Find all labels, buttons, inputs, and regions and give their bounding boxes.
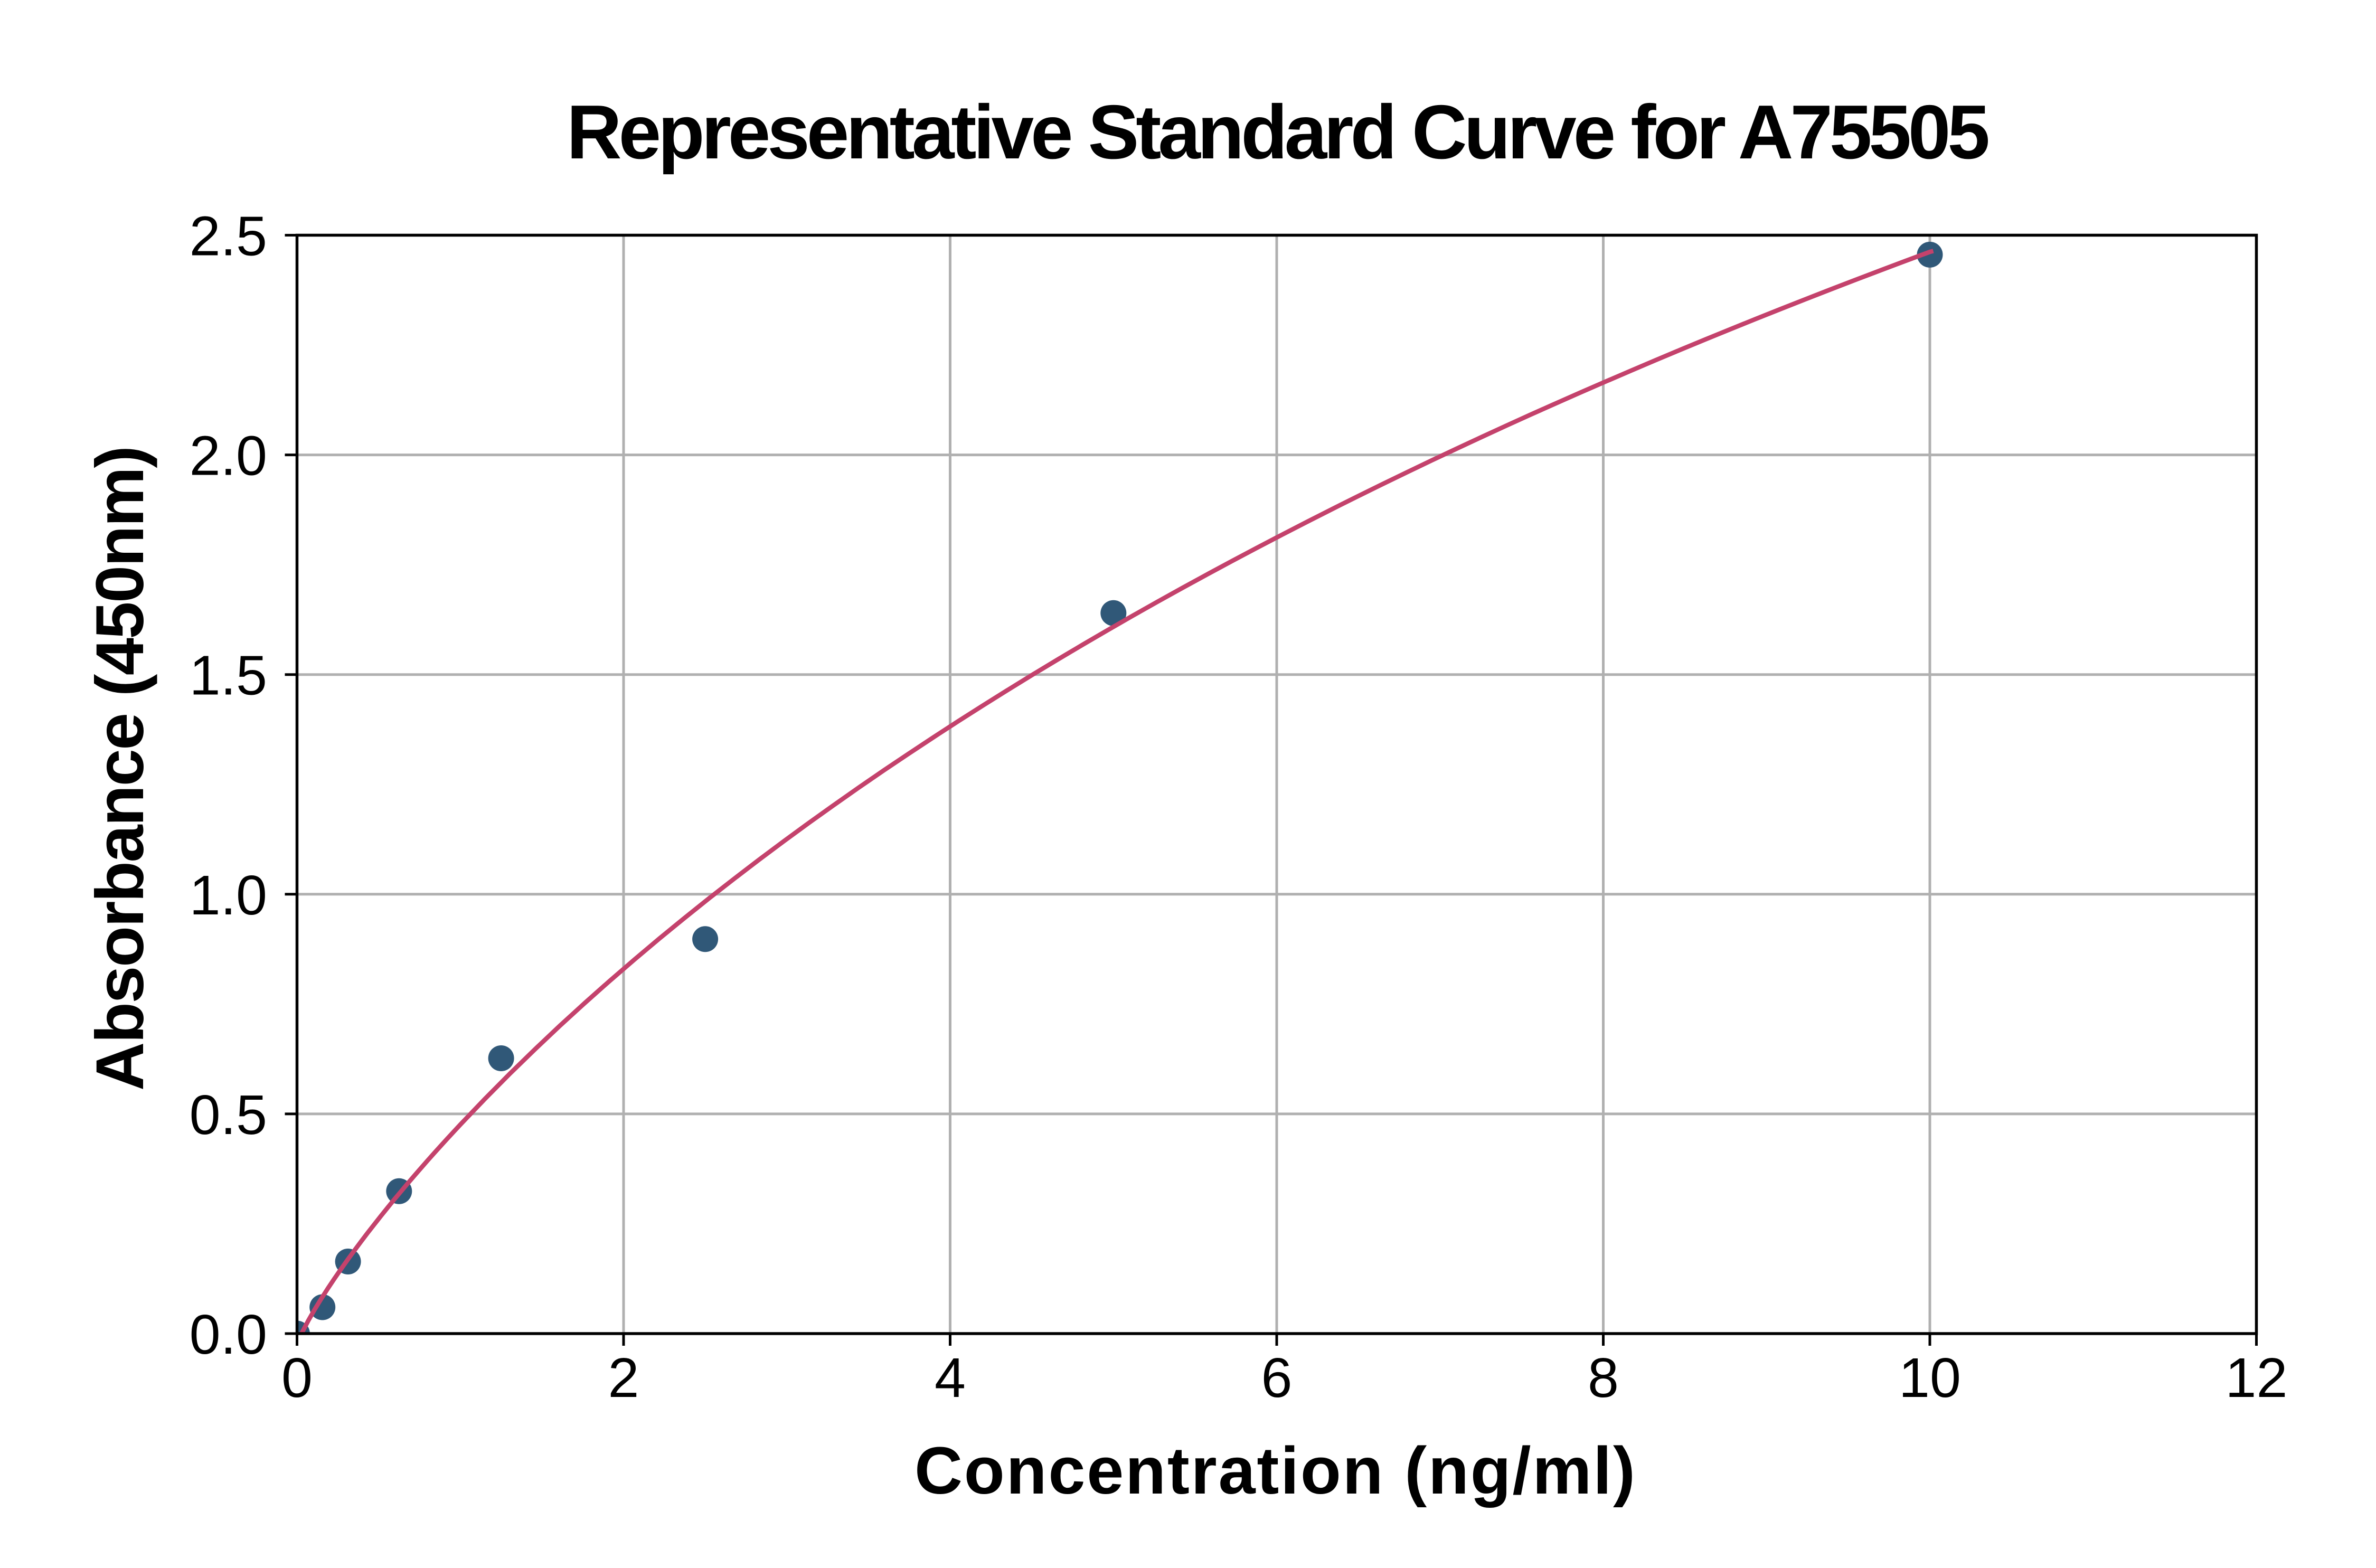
svg-text:2: 2 (608, 1347, 639, 1409)
svg-text:8: 8 (1588, 1347, 1619, 1409)
svg-text:10: 10 (1899, 1347, 1961, 1409)
svg-text:1.0: 1.0 (190, 864, 267, 927)
svg-text:Concentration (ng/ml): Concentration (ng/ml) (914, 1433, 1635, 1508)
svg-text:12: 12 (2226, 1347, 2288, 1409)
svg-text:2.5: 2.5 (190, 205, 267, 268)
svg-text:Absorbance (450nm): Absorbance (450nm) (82, 446, 158, 1091)
svg-text:4: 4 (935, 1347, 966, 1409)
svg-text:Representative Standard Curve: Representative Standard Curve for A75505 (567, 89, 1990, 175)
svg-text:0: 0 (281, 1347, 313, 1409)
svg-text:6: 6 (1261, 1347, 1293, 1409)
svg-text:2.0: 2.0 (190, 425, 267, 487)
svg-text:1.5: 1.5 (190, 645, 267, 707)
svg-text:0.0: 0.0 (190, 1303, 267, 1366)
svg-text:0.5: 0.5 (190, 1084, 267, 1146)
